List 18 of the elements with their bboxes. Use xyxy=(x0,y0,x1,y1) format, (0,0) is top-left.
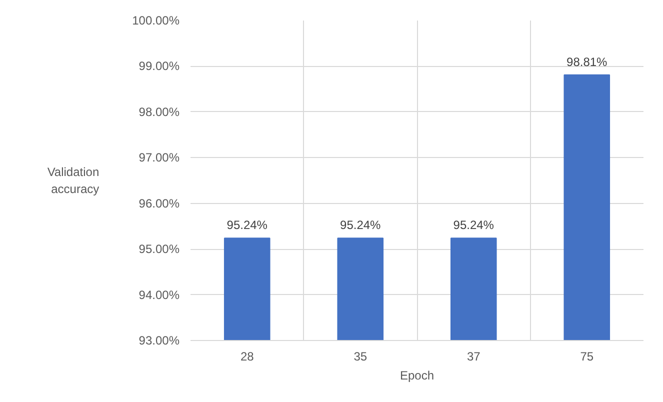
y-tick-label: 95.00% xyxy=(138,242,180,256)
y-tick-label: 98.00% xyxy=(138,104,180,119)
x-tick-label: 37 xyxy=(466,350,481,364)
data-label: 95.24% xyxy=(226,218,268,232)
data-label: 95.24% xyxy=(340,218,382,232)
data-label: 98.81% xyxy=(566,54,608,69)
y-axis-title: Validation accuracy xyxy=(47,165,100,196)
y-tick-label: 96.00% xyxy=(138,196,180,210)
data-label: 95.24% xyxy=(453,218,494,232)
x-tick-label: 35 xyxy=(354,350,368,364)
y-tick-label: 93.00% xyxy=(138,334,180,348)
x-tick-label: 28 xyxy=(240,350,254,364)
y-tick-label: 94.00% xyxy=(138,288,180,302)
y-tick-label: 97.00% xyxy=(138,150,180,165)
y-tick-label: 99.00% xyxy=(138,59,180,74)
x-tick-label: 75 xyxy=(580,350,594,364)
y-tick-label: 100.00% xyxy=(132,14,180,28)
x-axis-title: Epoch xyxy=(400,368,434,382)
